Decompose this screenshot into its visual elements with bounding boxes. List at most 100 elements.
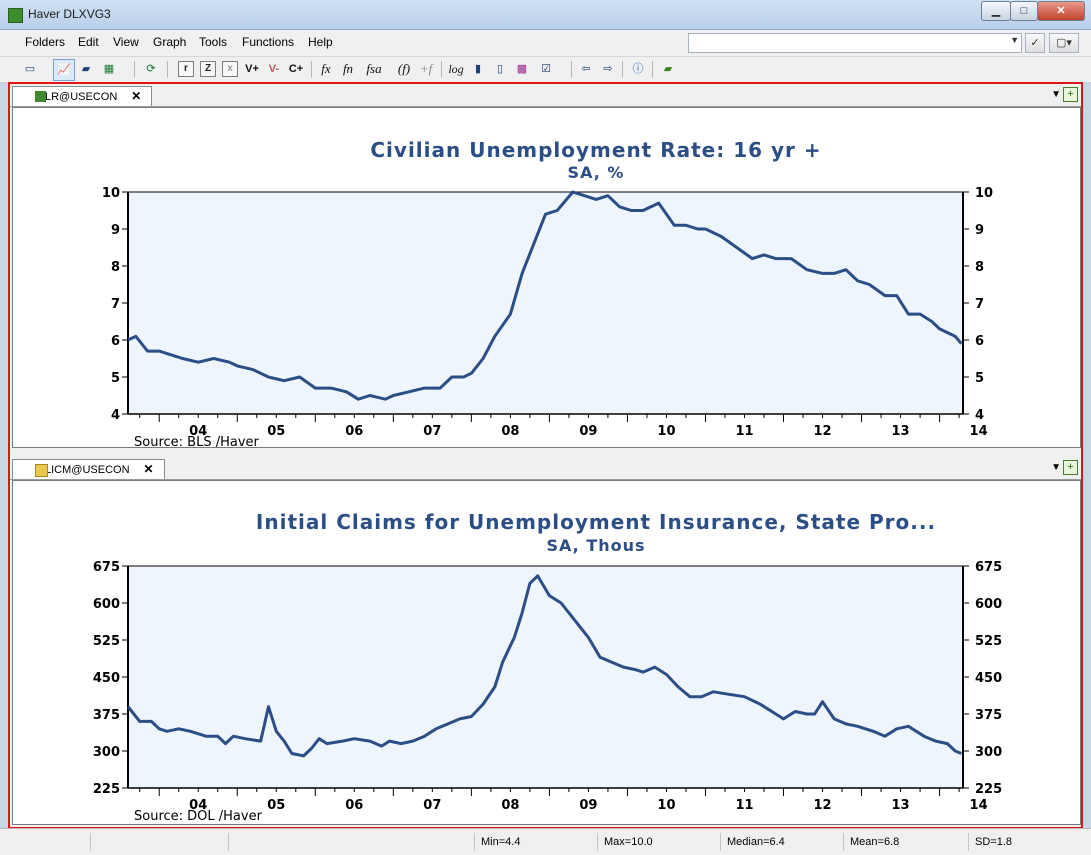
v-minus-button[interactable]: V- xyxy=(268,63,280,75)
info-icon[interactable]: ⓘ xyxy=(632,63,644,75)
minimize-button[interactable]: ▁ xyxy=(981,1,1011,21)
close-button[interactable]: ✕ xyxy=(1037,1,1085,21)
status-bar: Min=4.4 Max=10.0 Median=6.4 Mean=6.8 SD=… xyxy=(0,828,1091,855)
status-mean: Mean=6.8 xyxy=(843,833,965,851)
pf-button[interactable]: (f) xyxy=(397,61,411,76)
maximize-button[interactable]: □ xyxy=(1010,1,1038,21)
menu-help[interactable]: Help xyxy=(308,35,333,49)
check-chart-icon[interactable]: ☑ xyxy=(541,63,551,75)
y-tick-label-left: 450 xyxy=(93,671,120,686)
open-folder-icon[interactable]: ▰ xyxy=(81,63,91,75)
menu-edit[interactable]: Edit xyxy=(78,35,99,49)
area-chart-icon[interactable]: ▩ xyxy=(516,63,528,75)
chart-subtitle: SA, % xyxy=(568,163,625,182)
chart-title: Initial Claims for Unemployment Insuranc… xyxy=(256,510,936,534)
line-chart-icon[interactable]: 📈 xyxy=(53,59,75,81)
menu-graph[interactable]: Graph xyxy=(153,35,187,49)
x-tick-label: 10 xyxy=(657,798,675,813)
y-tick-label-right: 7 xyxy=(975,297,984,312)
chevron-down-icon[interactable]: ▼ xyxy=(1051,462,1061,473)
chevron-down-icon[interactable]: ▼ xyxy=(1010,35,1019,45)
menu-view[interactable]: View xyxy=(113,35,139,49)
x-tick-label: 04 xyxy=(189,424,207,439)
x-tick-label: 05 xyxy=(267,424,285,439)
back-arrow-icon[interactable]: ⇦ xyxy=(581,63,591,75)
x-tick-label: 12 xyxy=(813,424,831,439)
z-button[interactable]: Z xyxy=(200,61,216,77)
x-tick-label: 07 xyxy=(423,424,441,439)
chevron-down-icon[interactable]: ▼ xyxy=(1051,89,1061,100)
fx-button[interactable]: fx xyxy=(321,61,331,76)
options-dropdown-button[interactable]: ▢▾ xyxy=(1049,33,1079,53)
chart-icon xyxy=(35,91,46,102)
tab-licm-usecon[interactable]: LICM@USECON ✕ xyxy=(12,459,165,479)
x-tick-label: 04 xyxy=(189,798,207,813)
series-combo-input[interactable]: ▼ xyxy=(688,33,1022,53)
x-tick-label: 09 xyxy=(579,798,597,813)
column-chart-icon[interactable]: ▯ xyxy=(496,63,504,75)
tab-strip-bottom: LICM@USECON ✕ ▼ + xyxy=(10,457,1081,480)
x-tick-label: 13 xyxy=(892,424,910,439)
x-tick-label: 08 xyxy=(501,798,519,813)
x-tick-label: 08 xyxy=(501,424,519,439)
x-tick-label: 11 xyxy=(735,798,753,813)
chart-panel-unemployment: Civilian Unemployment Rate: 16 yr + SA, %… xyxy=(12,107,1081,448)
add-chart-icon[interactable]: + xyxy=(1063,87,1078,102)
x-tick-label: 11 xyxy=(735,424,753,439)
c-plus-button[interactable]: C+ xyxy=(288,63,304,75)
v-plus-button[interactable]: V+ xyxy=(245,63,259,75)
tab-lr-usecon[interactable]: LR@USECON ✕ xyxy=(12,86,153,106)
initial-claims-chart: Initial Claims for Unemployment Insuranc… xyxy=(93,510,1002,824)
x-button[interactable]: x xyxy=(222,61,238,77)
y-tick-label-right: 9 xyxy=(975,223,984,238)
chart-source: Source: DOL /Haver xyxy=(134,809,263,824)
new-document-icon[interactable]: ▭ xyxy=(24,63,36,75)
y-tick-label-left: 5 xyxy=(111,371,120,386)
y-tick-label-left: 375 xyxy=(93,708,120,723)
close-icon[interactable]: ✕ xyxy=(131,89,142,103)
bar-chart-icon[interactable]: ▮ xyxy=(474,63,482,75)
y-tick-label-right: 600 xyxy=(975,597,1002,612)
add-chart-icon[interactable]: + xyxy=(1063,460,1078,475)
y-tick-label-left: 300 xyxy=(93,745,120,760)
close-icon[interactable]: ✕ xyxy=(143,462,154,476)
refresh-icon[interactable]: ⟳ xyxy=(146,63,156,75)
toolbar: ▭ 📈 ▰ ▦ ⟳ r Z x V+ V- C+ fx fn fsa (f) +… xyxy=(0,57,1091,83)
y-tick-label-left: 9 xyxy=(111,223,120,238)
y-tick-label-right: 10 xyxy=(975,186,993,201)
x-tick-label: 05 xyxy=(267,798,285,813)
x-tick-label: 10 xyxy=(657,424,675,439)
tab-label: LICM@USECON xyxy=(45,464,130,476)
check-button[interactable]: ✓ xyxy=(1025,33,1045,53)
log-button[interactable]: log xyxy=(448,62,464,76)
y-tick-label-right: 450 xyxy=(975,671,1002,686)
tab-strip-top: LR@USECON ✕ ▼ + xyxy=(10,84,1081,107)
menu-folders[interactable]: Folders xyxy=(25,35,66,49)
forward-arrow-icon[interactable]: ⇨ xyxy=(603,63,613,75)
menu-functions[interactable]: Functions xyxy=(242,35,295,49)
excel-icon[interactable]: ▦ xyxy=(103,63,115,75)
r-button[interactable]: r xyxy=(178,61,194,77)
y-tick-label-right: 525 xyxy=(975,634,1002,649)
x-tick-label: 07 xyxy=(423,798,441,813)
y-tick-label-left: 225 xyxy=(93,782,120,797)
chart-title: Civilian Unemployment Rate: 16 yr + xyxy=(370,138,821,162)
window-titlebar: Haver DLXVG3 ▁ □ ✕ xyxy=(0,0,1091,30)
y-tick-label-right: 8 xyxy=(975,260,984,275)
fn-button[interactable]: fn xyxy=(342,61,354,76)
status-median: Median=6.4 xyxy=(720,833,842,851)
status-max: Max=10.0 xyxy=(597,833,719,851)
y-tick-label-right: 4 xyxy=(975,408,984,423)
x-tick-label: 09 xyxy=(579,424,597,439)
tf-button[interactable]: +f xyxy=(419,61,433,76)
y-tick-label-right: 675 xyxy=(975,560,1002,575)
y-tick-label-left: 6 xyxy=(111,334,120,349)
y-tick-label-right: 6 xyxy=(975,334,984,349)
add-folder-icon[interactable]: ▰ xyxy=(663,63,673,75)
status-sd: SD=1.8 xyxy=(968,833,1075,851)
fsa-button[interactable]: fsa xyxy=(366,61,382,76)
x-tick-label: 13 xyxy=(892,798,910,813)
menu-tools[interactable]: Tools xyxy=(199,35,228,49)
y-tick-label-right: 225 xyxy=(975,782,1002,797)
plot-area xyxy=(128,566,963,788)
